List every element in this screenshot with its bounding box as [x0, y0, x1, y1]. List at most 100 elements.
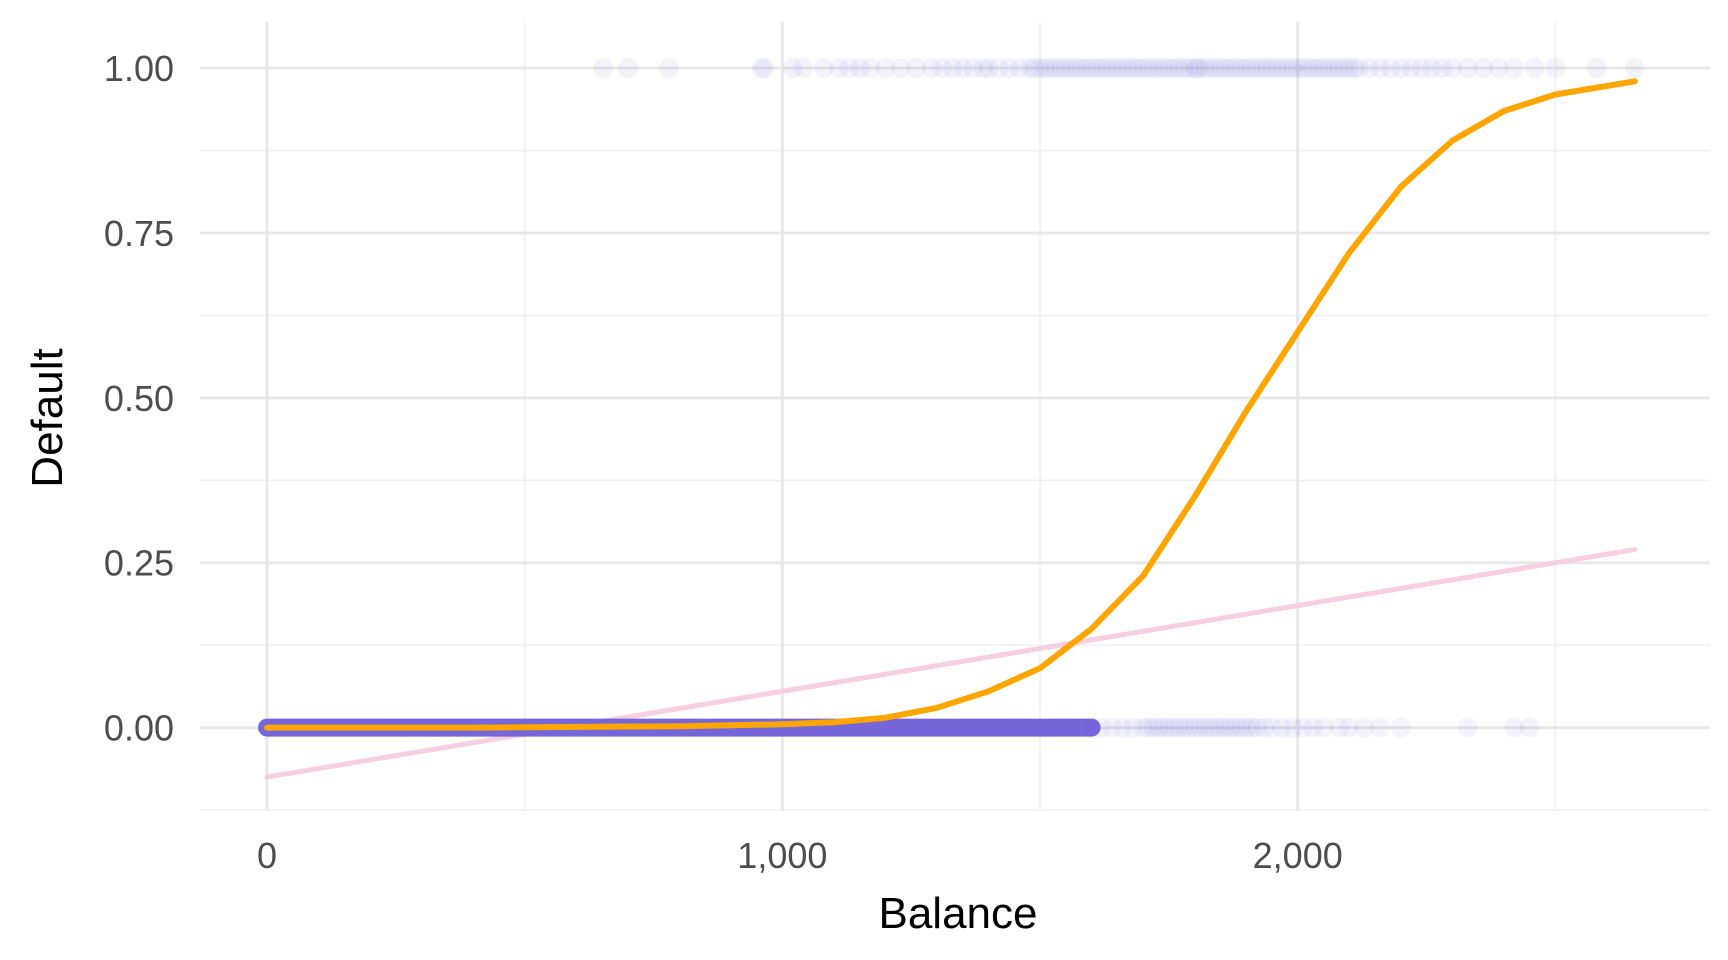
- data-point-default-1: [906, 58, 927, 79]
- data-point-default-1: [1060, 58, 1081, 79]
- data-point-default-1: [1318, 58, 1339, 79]
- data-point-default-1: [839, 58, 860, 79]
- data-point-default-1: [1024, 58, 1045, 79]
- data-point-default-1: [1086, 58, 1107, 79]
- data-point-default-0: [1189, 717, 1210, 738]
- data-point-default-1: [1148, 58, 1169, 79]
- data-point-default-1: [1138, 58, 1159, 79]
- data-point-default-1: [792, 58, 813, 79]
- data-point-default-1: [1030, 58, 1051, 79]
- data-point-default-1: [782, 58, 803, 79]
- data-point-default-1: [952, 58, 973, 79]
- data-point-default-0: [1231, 717, 1252, 738]
- data-point-default-1: [1313, 58, 1334, 79]
- data-point-default-1: [1158, 58, 1179, 79]
- data-point-default-0: [1143, 717, 1164, 738]
- data-point-default-1: [1097, 58, 1118, 79]
- data-point-default-1: [1241, 58, 1262, 79]
- data-point-default-1: [1215, 58, 1236, 79]
- data-point-default-1: [1045, 58, 1066, 79]
- data-point-default-1: [1370, 58, 1391, 79]
- data-point-default-1: [593, 58, 614, 79]
- data-point-default-0: [1122, 717, 1143, 738]
- data-point-default-1: [973, 58, 994, 79]
- data-point-default-1: [1133, 58, 1154, 79]
- data-point-default-0: [1169, 717, 1190, 738]
- data-point-default-1: [1189, 58, 1210, 79]
- x-tick-label: 1,000: [737, 835, 827, 876]
- data-point-default-0: [1339, 717, 1360, 738]
- data-point-default-1: [829, 58, 850, 79]
- data-point-default-1: [1256, 58, 1277, 79]
- data-point-default-1: [1344, 58, 1365, 79]
- data-point-default-1: [1076, 58, 1097, 79]
- data-point-default-0: [1246, 717, 1267, 738]
- tick-labels-layer: 0 1,000 2,000 0.00 0.25 0.50 0.75 1.00: [104, 48, 1343, 876]
- data-point-default-1: [1194, 58, 1215, 79]
- data-point-default-1: [859, 58, 880, 79]
- data-point-default-1: [1282, 58, 1303, 79]
- data-point-default-1: [1200, 58, 1221, 79]
- data-point-default-0: [1236, 717, 1257, 738]
- data-point-default-0: [1210, 717, 1231, 738]
- data-point-default-1: [1292, 58, 1313, 79]
- data-point-default-0: [1225, 717, 1246, 738]
- data-point-default-1: [751, 58, 772, 79]
- x-tick-label: 2,000: [1253, 835, 1343, 876]
- data-point-default-1: [1442, 58, 1463, 79]
- data-point-default-1: [1225, 58, 1246, 79]
- data-point-default-1: [1081, 58, 1102, 79]
- data-point-default-1: [1277, 58, 1298, 79]
- data-point-default-1: [1334, 58, 1355, 79]
- data-point-default-1: [942, 58, 963, 79]
- data-point-default-0: [1354, 717, 1375, 738]
- data-point-default-1: [1323, 58, 1344, 79]
- data-point-default-1: [1488, 58, 1509, 79]
- data-point-default-1: [1210, 58, 1231, 79]
- data-point-default-1: [1303, 58, 1324, 79]
- data-point-default-0: [1303, 717, 1324, 738]
- data-point-default-0: [1519, 717, 1540, 738]
- data-point-default-1: [1153, 58, 1174, 79]
- data-point-default-0: [1091, 717, 1112, 738]
- data-point-default-1: [1287, 58, 1308, 79]
- data-point-default-0: [1220, 717, 1241, 738]
- logistic-curve-layer: [264, 78, 1638, 731]
- data-point-default-0: [1205, 717, 1226, 738]
- data-point-default-1: [1251, 58, 1272, 79]
- data-point-default-1: [1164, 58, 1185, 79]
- data-point-default-1: [1019, 58, 1040, 79]
- data-point-default-0: [1215, 717, 1236, 738]
- data-point-default-0: [1133, 717, 1154, 738]
- data-point-default-1: [1091, 58, 1112, 79]
- data-point-default-1: [1267, 58, 1288, 79]
- data-point-default-1: [1328, 58, 1349, 79]
- data-point-default-1: [1112, 58, 1133, 79]
- y-tick-label: 0.25: [104, 543, 174, 584]
- y-tick-label: 0.50: [104, 378, 174, 419]
- data-point-default-0: [1153, 717, 1174, 738]
- data-point-default-0: [1272, 717, 1293, 738]
- data-point-default-1: [813, 58, 834, 79]
- data-point-default-1: [1272, 58, 1293, 79]
- data-point-default-0: [1504, 717, 1525, 738]
- data-point-default-1: [875, 58, 896, 79]
- y-tick-label: 0.75: [104, 213, 174, 254]
- data-point-default-0: [1200, 717, 1221, 738]
- data-point-default-1: [1504, 58, 1525, 79]
- data-point-default-0: [1292, 717, 1313, 738]
- data-point-default-1: [1102, 58, 1123, 79]
- data-point-default-1: [1421, 58, 1442, 79]
- data-point-default-1: [1261, 58, 1282, 79]
- data-point-default-0: [1254, 717, 1275, 738]
- data-point-default-1: [1411, 58, 1432, 79]
- data-point-default-1: [1184, 58, 1205, 79]
- data-point-default-1: [1174, 58, 1195, 79]
- data-point-default-0: [1241, 717, 1262, 738]
- data-point-default-1: [1624, 58, 1645, 79]
- y-tick-label: 1.00: [104, 48, 174, 89]
- y-axis-title: Default: [23, 348, 72, 487]
- data-point-default-1: [1545, 58, 1566, 79]
- data-point-default-1: [617, 58, 638, 79]
